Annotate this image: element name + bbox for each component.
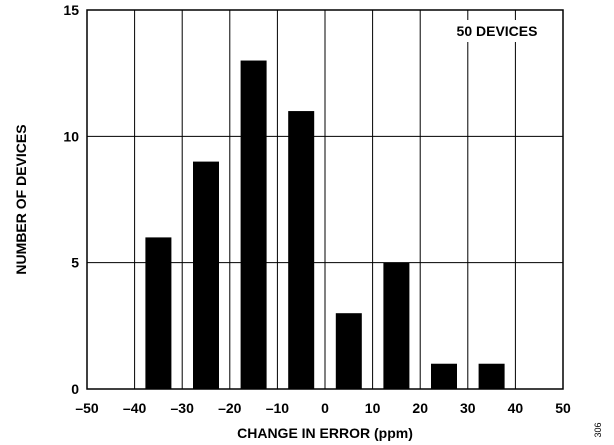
y-tick-label: 5: [71, 255, 79, 271]
histogram-bar: [383, 262, 410, 389]
figure-number: 306: [593, 422, 603, 437]
x-tick-label: –40: [123, 400, 147, 416]
x-tick-label: –50: [75, 400, 99, 416]
y-tick-label: 10: [63, 128, 79, 144]
x-tick-label: –30: [171, 400, 195, 416]
histogram-bars: [145, 60, 505, 390]
plot-frame: [86, 9, 564, 390]
grid-lines: [87, 10, 563, 389]
x-tick-label: 0: [321, 400, 329, 416]
x-tick-label: 20: [412, 400, 428, 416]
x-tick-labels: –50 –40 –30 –20 –10 0 10 20 30 40 50: [75, 400, 571, 416]
annotation-background: [450, 20, 545, 42]
y-tick-label: 15: [63, 2, 79, 18]
x-tick-label: 30: [460, 400, 476, 416]
histogram-bar: [145, 237, 172, 389]
x-tick-label: 10: [365, 400, 381, 416]
y-tick-labels: 0 5 10 15: [63, 2, 79, 397]
x-axis-label: CHANGE IN ERROR (ppm): [237, 425, 413, 441]
x-tick-label: 40: [508, 400, 524, 416]
histogram-bar: [431, 363, 457, 389]
histogram-bar: [478, 363, 505, 389]
y-axis-label: NUMBER OF DEVICES: [13, 124, 29, 274]
histogram-bar: [240, 60, 267, 390]
y-tick-label: 0: [71, 381, 79, 397]
histogram-bar: [288, 111, 315, 390]
x-tick-label: –10: [266, 400, 290, 416]
histogram-bar: [193, 161, 219, 389]
x-tick-label: 50: [555, 400, 571, 416]
x-tick-label: –20: [218, 400, 242, 416]
chart-annotation: 50 DEVICES: [457, 23, 538, 39]
histogram-bar: [335, 313, 362, 389]
